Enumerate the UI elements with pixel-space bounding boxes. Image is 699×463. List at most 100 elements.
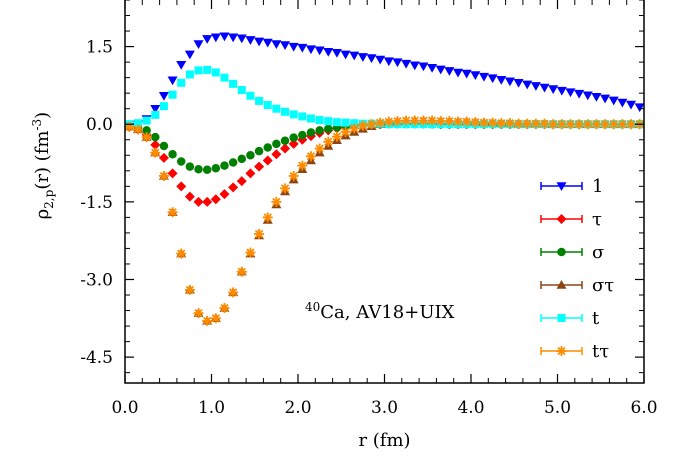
series-5-point-29: [375, 117, 386, 128]
x-tick-label-1: 1.0: [198, 398, 225, 418]
y-axis-title-sup: -3: [30, 119, 44, 131]
series-0-point-40: [470, 71, 481, 81]
series-0-point-19: [288, 42, 299, 52]
y-tick-label-3: -3.0: [80, 270, 113, 290]
legend-marker-5: [556, 346, 567, 356]
series-0-point-59: [634, 103, 645, 113]
series-4-point-10: [211, 68, 220, 77]
series-0-point-17: [271, 40, 282, 49]
series-5-point-37: [444, 116, 455, 127]
series-0-point-23: [323, 48, 334, 57]
series-5-point-8: [193, 308, 204, 319]
series-0-point-46: [522, 80, 533, 90]
series-4-point-17: [272, 104, 281, 113]
series-4-point-16: [263, 101, 272, 110]
series-5-point-24: [331, 131, 342, 142]
series-4-point-12: [229, 79, 238, 88]
legend-label-5: tτ: [592, 341, 609, 362]
series-1: [124, 118, 645, 207]
series-5-point-48: [539, 118, 550, 129]
data-layer: [124, 32, 645, 326]
series-5-point-46: [522, 118, 533, 129]
series-4-point-6: [177, 78, 186, 87]
series-2-point-16: [263, 143, 272, 152]
y-axis-title-close: ): [32, 112, 53, 119]
series-0-point-18: [280, 41, 291, 51]
series-0-point-29: [375, 55, 386, 65]
series-2-point-6: [176, 157, 186, 166]
series-0-point-49: [548, 85, 559, 95]
series-4-point-2: [142, 116, 151, 125]
y-axis-title-args: (r) (fm: [32, 131, 53, 190]
series-4-point-13: [237, 86, 246, 95]
series-4-point-14: [246, 91, 255, 100]
x-tick-label-0: 0.0: [111, 398, 138, 418]
series-4-point-7: [185, 70, 194, 79]
series-5-point-23: [323, 136, 334, 147]
series-2-point-12: [228, 158, 238, 167]
series-5-point-30: [383, 116, 394, 127]
series-5-point-5: [167, 207, 178, 218]
series-1-point-5: [167, 168, 178, 179]
series-4-point-8: [194, 66, 203, 75]
series-2-point-7: [185, 162, 195, 171]
series-0-point-30: [383, 57, 394, 67]
series-5-point-47: [530, 118, 541, 129]
series-1-point-19: [288, 138, 299, 149]
series-0-point-36: [435, 65, 446, 75]
x-axis-title: r (fm): [358, 430, 410, 451]
series-0-point-8: [193, 40, 204, 49]
series-5-point-43: [496, 118, 507, 129]
series-5-point-55: [600, 119, 611, 130]
series-5-point-28: [366, 119, 377, 130]
series-2-point-3: [151, 132, 160, 142]
series-0-point-12: [228, 33, 239, 43]
series-5-point-39: [461, 116, 472, 127]
series-5-point-53: [582, 119, 593, 130]
annotation-mass-number: 40: [305, 300, 320, 314]
series-5: [124, 115, 645, 326]
series-5-point-4: [158, 170, 169, 181]
series-5-point-51: [565, 119, 576, 130]
series-0-point-54: [591, 93, 602, 102]
series-0-point-47: [530, 82, 541, 91]
x-tick-label-6: 6.0: [630, 398, 657, 418]
series-5-point-52: [574, 119, 585, 130]
series-4-point-21: [306, 114, 315, 123]
series-5-point-27: [357, 120, 368, 131]
legend-label-3: στ: [592, 275, 614, 296]
legend-marker-0: [556, 182, 567, 191]
series-0-point-56: [608, 96, 619, 106]
series-5-point-7: [184, 284, 195, 295]
series-5-point-15: [254, 228, 265, 239]
series-0-point-33: [409, 61, 420, 71]
series-5-point-42: [487, 117, 498, 128]
series-4-point-18: [281, 107, 290, 116]
series-4-point-3: [151, 110, 160, 119]
legend-label-1: τ: [592, 209, 602, 230]
series-0-point-20: [297, 43, 308, 53]
series-0-point-25: [340, 50, 351, 60]
series-5-point-34: [418, 115, 429, 126]
nucleus-annotation: 40Ca, AV18+UIX: [305, 300, 455, 323]
series-2-point-19: [289, 133, 298, 142]
series-5-point-10: [210, 313, 221, 324]
y-tick-label-0: 1.5: [86, 38, 113, 58]
series-1-point-3: [150, 139, 161, 150]
series-4: [125, 65, 644, 129]
series-5-point-18: [280, 183, 291, 194]
series-0-point-37: [444, 67, 455, 76]
legend-marker-1: [556, 214, 567, 224]
series-5-point-44: [504, 118, 515, 129]
series-0-point-5: [167, 76, 178, 86]
series-0-point-31: [392, 58, 403, 68]
series-4-point-26: [350, 119, 359, 128]
series-1-point-15: [254, 161, 265, 172]
series-5-point-11: [219, 302, 230, 313]
series-0-point-55: [600, 94, 611, 104]
series-2-point-14: [246, 151, 255, 160]
series-1-point-9: [202, 196, 213, 207]
series-1-point-16: [262, 155, 273, 166]
series-5-point-20: [297, 160, 308, 171]
series-2-point-8: [194, 164, 203, 174]
